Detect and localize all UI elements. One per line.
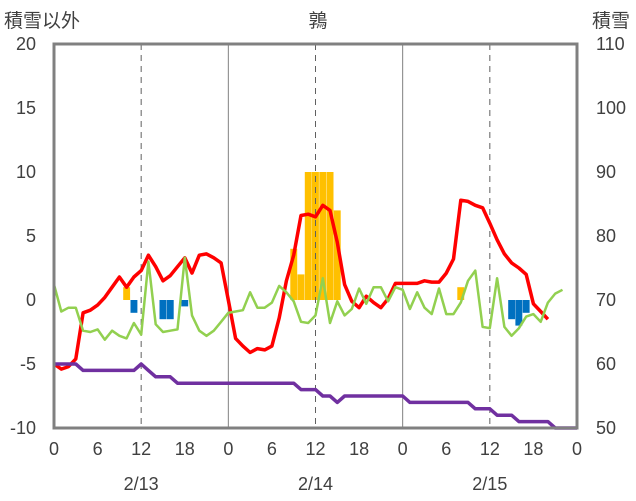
x-tick-label: 0 [223,439,233,459]
x-tick-label: 12 [305,439,325,459]
x-tick-labels: 0 6 12 18 0 6 12 18 0 6 12 18 0 [49,439,582,459]
precip-bar [457,287,465,300]
snow-depth-line [54,362,577,430]
snow-change-bar [166,300,174,320]
snow-change-bar [522,300,530,313]
snow-change-bar [515,300,523,326]
x-tick-label: 0 [572,439,582,459]
precip-bar [304,172,312,300]
y-left-tick-label: 5 [26,226,36,246]
y-left-tick-label: 15 [16,98,36,118]
x-tick-label: 12 [131,439,151,459]
y-right-tick-label: 110 [596,34,625,54]
series-layer [52,198,577,430]
y-right-axis-label: 積雪 [592,10,630,32]
plot-frame [52,42,579,430]
y-right-tick-label: 50 [596,418,616,438]
snow-change-bar [159,300,167,320]
x-tick-label: 6 [93,439,103,459]
x-tick-label: 18 [523,439,543,459]
date-label: 2/15 [472,474,507,494]
y-left-axis-label: 積雪以外 [4,10,80,32]
y-left-tick-labels: 20 15 10 5 0 -5 -10 [10,34,36,438]
snow-change-bar [508,300,516,320]
y-left-tick-label: 10 [16,162,36,182]
precip-bar [297,274,305,300]
y-right-tick-label: 80 [596,226,616,246]
x-tick-label: 18 [175,439,195,459]
x-tick-label: 6 [267,439,277,459]
date-label: 2/13 [124,474,159,494]
snow-change-bar [130,300,138,313]
date-labels: 2/13 2/14 2/15 [124,474,508,494]
chart-title: 鶉 [308,10,327,32]
x-tick-label: 6 [441,439,451,459]
y-left-tick-label: 20 [16,34,36,54]
date-label: 2/14 [298,474,333,494]
precip-bar [333,210,341,300]
y-right-tick-label: 100 [596,98,626,118]
temperature-line [52,198,550,371]
precip-bar [290,248,298,300]
y-left-tick-label: -10 [10,418,36,438]
y-left-tick-label: 0 [26,290,36,310]
x-tick-label: 18 [349,439,369,459]
x-tick-label: 0 [49,439,59,459]
precip-bar [319,172,327,300]
grid-layer [140,44,491,428]
y-right-tick-label: 60 [596,354,616,374]
y-left-tick-label: -5 [20,354,36,374]
snow-change-bar [181,300,189,307]
precip-bar [326,172,334,300]
y-right-tick-label: 90 [596,162,616,182]
y-right-tick-labels: 110 100 90 80 70 60 50 [596,34,626,438]
precip-bar [123,287,131,300]
x-tick-label: 12 [480,439,500,459]
y-right-tick-label: 70 [596,290,616,310]
x-tick-label: 0 [398,439,408,459]
wind-line [52,256,564,341]
